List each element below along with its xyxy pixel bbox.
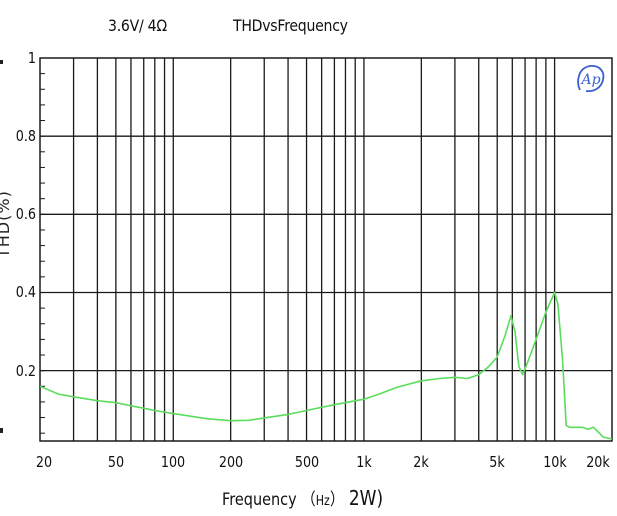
x-tick-label: 20k xyxy=(586,453,610,471)
x-axis-unit-close: ） xyxy=(329,490,345,510)
test-condition: 3.6V/ 4Ω xyxy=(108,16,167,35)
edge-mark xyxy=(0,428,3,433)
x-axis-power-note: 2W) xyxy=(348,486,384,510)
x-axis-title: Frequency （Hz） 2W) xyxy=(222,485,383,510)
x-tick-label: 500 xyxy=(294,453,319,471)
x-tick-label: 10k xyxy=(542,453,567,471)
x-tick-label: 1k xyxy=(356,453,372,471)
x-tick-label: 2k xyxy=(413,453,430,471)
edge-mark xyxy=(0,60,3,64)
y-tick-label: 0.8 xyxy=(15,127,36,146)
plot-area xyxy=(39,57,613,442)
thd-curve-line xyxy=(39,291,613,440)
x-axis-unit: Hz xyxy=(315,494,330,509)
y-tick-label: 0.6 xyxy=(15,205,36,224)
ap-logo-icon: Ap xyxy=(577,65,605,93)
x-axis-label: Frequency xyxy=(222,490,297,510)
logo-text: Ap xyxy=(579,72,600,88)
y-tick-label: 0.2 xyxy=(15,361,36,380)
x-tick-label: 200 xyxy=(218,453,243,471)
grid xyxy=(40,58,612,441)
x-tick-label: 5k xyxy=(489,453,505,471)
x-axis-unit-open: （ xyxy=(301,490,316,510)
y-tick-label: 0.4 xyxy=(15,283,36,302)
x-tick-label: 50 xyxy=(107,453,124,471)
x-tick-label: 20 xyxy=(35,453,53,471)
x-tick-label: 100 xyxy=(161,453,186,471)
chart-title: THDvsFrequency xyxy=(233,16,348,35)
y-axis-title: THD(%) xyxy=(0,190,13,258)
series-layer xyxy=(39,291,613,440)
y-tick-label: 1 xyxy=(27,49,36,67)
